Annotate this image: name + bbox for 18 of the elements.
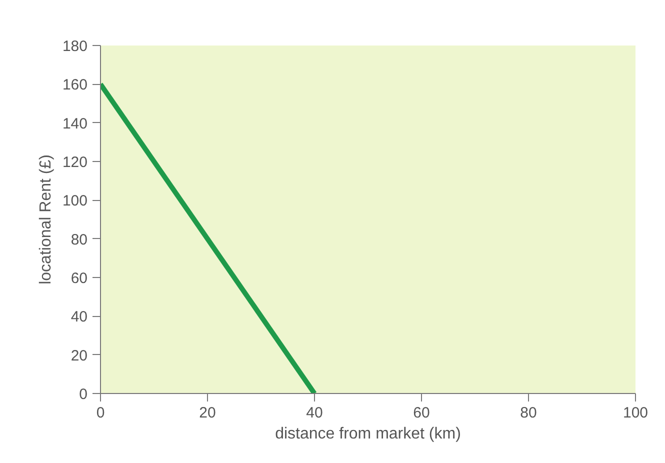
y-tick-label: 120 [62, 154, 88, 171]
x-tick-label: 100 [622, 404, 648, 422]
x-axis-title: distance from market (km) [275, 426, 461, 442]
x-tick-label: 40 [306, 404, 323, 422]
x-tick-label: 0 [96, 404, 105, 422]
y-tick-label: 180 [62, 38, 88, 55]
y-tick-label: 100 [62, 192, 88, 210]
x-tick-label: 20 [199, 404, 216, 422]
y-tick-label: 140 [62, 115, 88, 132]
y-axis-title: locational Rent (£) [37, 154, 54, 284]
y-tick-label: 60 [70, 270, 88, 287]
y-tick-label: 80 [70, 231, 88, 248]
y-tick-label: 20 [70, 347, 88, 364]
x-tick-label: 60 [413, 404, 430, 422]
y-tick-label: 160 [62, 76, 88, 94]
y-tick-label: 0 [79, 386, 88, 403]
y-tick-label: 40 [70, 308, 88, 326]
x-tick-label: 80 [520, 404, 537, 422]
